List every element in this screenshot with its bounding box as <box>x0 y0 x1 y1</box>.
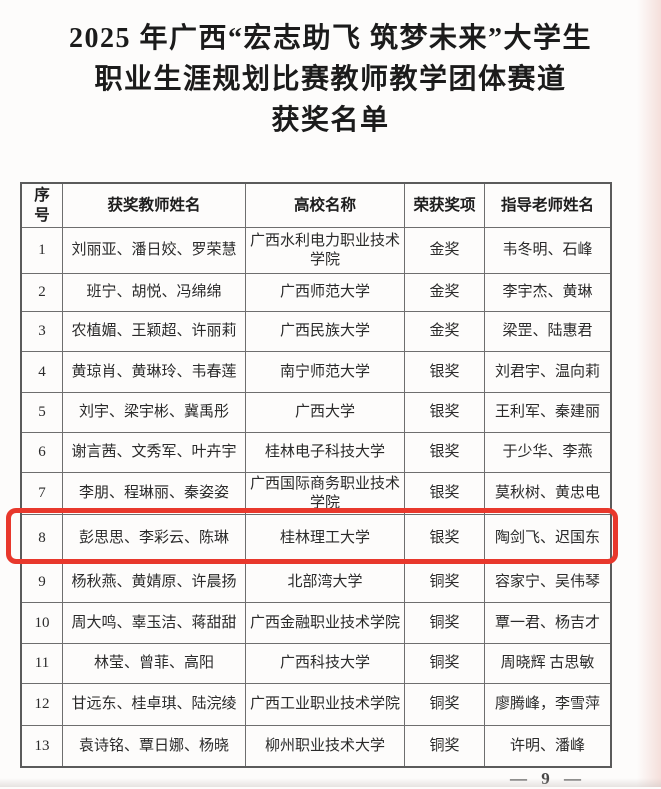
row-5-serial: 5 <box>22 393 63 433</box>
row-9-teachers: 杨秋燕、黄婧原、许晨扬 <box>63 563 246 603</box>
row-8-award: 银奖 <box>405 515 485 563</box>
row-12-teachers: 甘远东、桂卓琪、陆浣绫 <box>63 684 246 726</box>
title-line-1: 2025 年广西“宏志助飞 筑梦未来”大学生 <box>68 23 592 54</box>
row-2-teachers: 班宁、胡悦、冯绵绵 <box>63 274 246 312</box>
row-11-school: 广西科技大学 <box>246 644 405 684</box>
row-13-award: 铜奖 <box>405 726 485 766</box>
row-8-teachers: 彭思思、李彩云、陈琳 <box>63 515 246 563</box>
row-1-advisors: 韦冬明、石峰 <box>485 228 610 274</box>
row-1-school: 广西水利电力职业技术学院 <box>246 228 405 274</box>
row-5-school: 广西大学 <box>246 393 405 433</box>
row-7-teachers: 李朋、程琳丽、秦姿姿 <box>63 473 246 515</box>
row-11-award: 铜奖 <box>405 644 485 684</box>
row-3-school: 广西民族大学 <box>246 312 405 352</box>
header-award-level: 荣获奖项 <box>405 184 485 228</box>
row-5-advisors: 王利军、秦建丽 <box>485 393 610 433</box>
row-2-school: 广西师范大学 <box>246 274 405 312</box>
row-1-award: 金奖 <box>405 228 485 274</box>
row-11-serial: 11 <box>22 644 63 684</box>
document-title: 2025 年广西“宏志助飞 筑梦未来”大学生 职业生涯规划比赛教师教学团体赛道 … <box>0 18 661 141</box>
row-13-school: 柳州职业技术大学 <box>246 726 405 766</box>
title-line-2: 职业生涯规划比赛教师教学团体赛道 <box>94 64 567 95</box>
row-7-serial: 7 <box>22 473 63 515</box>
row-3-teachers: 农植媚、王颖超、许丽莉 <box>63 312 246 352</box>
row-6-serial: 6 <box>22 433 63 473</box>
row-8-serial: 8 <box>22 515 63 563</box>
row-8-advisors: 陶剑飞、迟国东 <box>485 515 610 563</box>
row-10-serial: 10 <box>22 603 63 644</box>
row-4-advisors: 刘君宇、温向莉 <box>485 352 610 393</box>
header-university-name: 高校名称 <box>246 184 405 228</box>
row-6-award: 银奖 <box>405 433 485 473</box>
page-number: — 9 — <box>510 769 586 788</box>
row-3-serial: 3 <box>22 312 63 352</box>
row-6-advisors: 于少华、李燕 <box>485 433 610 473</box>
row-7-school: 广西国际商务职业技术学院 <box>246 473 405 515</box>
row-4-school: 南宁师范大学 <box>246 352 405 393</box>
row-9-award: 铜奖 <box>405 563 485 603</box>
row-10-award: 铜奖 <box>405 603 485 644</box>
row-3-advisors: 梁罡、陆惠君 <box>485 312 610 352</box>
row-8-school: 桂林理工大学 <box>246 515 405 563</box>
row-13-advisors: 许明、潘峰 <box>509 737 585 754</box>
row-13-teachers: 袁诗铭、覃日娜、杨晓 <box>63 726 246 766</box>
awards-table: 序 号 获奖教师姓名 高校名称 荣获奖项 指导老师姓名 1 刘丽亚、潘日姣、罗荣… <box>20 182 612 768</box>
row-5-award: 银奖 <box>405 393 485 433</box>
row-10-advisors: 覃一君、杨吉才 <box>485 603 610 644</box>
row-1-teachers: 刘丽亚、潘日姣、罗荣慧 <box>63 228 246 274</box>
row-7-award: 银奖 <box>405 473 485 515</box>
header-advisor-names: 指导老师姓名 <box>485 184 610 228</box>
row-13-serial: 13 <box>22 726 63 766</box>
row-12-advisors: 廖腾峰，李雪萍 <box>485 684 610 726</box>
row-7-advisors: 莫秋树、黄忠电 <box>485 473 610 515</box>
row-2-award: 金奖 <box>405 274 485 312</box>
row-12-award: 铜奖 <box>405 684 485 726</box>
row-10-teachers: 周大鸣、辜玉洁、蒋甜甜 <box>63 603 246 644</box>
row-5-teachers: 刘宇、梁宇彬、冀禹彤 <box>63 393 246 433</box>
row-1-serial: 1 <box>22 228 63 274</box>
row-2-serial: 2 <box>22 274 63 312</box>
row-2-advisors: 李宇杰、黄琳 <box>485 274 610 312</box>
row-10-school: 广西金融职业技术学院 <box>246 603 405 644</box>
row-3-award: 金奖 <box>405 312 485 352</box>
row-6-teachers: 谢言茜、文秀军、叶卉宇 <box>63 433 246 473</box>
row-9-school: 北部湾大学 <box>246 563 405 603</box>
row-11-teachers: 林莹、曾菲、高阳 <box>63 644 246 684</box>
row-9-advisors: 容家宁、吴伟琴 <box>485 563 610 603</box>
row-12-school: 广西工业职业技术学院 <box>246 684 405 726</box>
title-line-3: 获奖名单 <box>271 105 390 136</box>
header-serial-number: 序 号 <box>22 184 63 228</box>
header-awarded-teachers: 获奖教师姓名 <box>63 184 246 228</box>
row-4-serial: 4 <box>22 352 63 393</box>
row-4-award: 银奖 <box>405 352 485 393</box>
row-12-serial: 12 <box>22 684 63 726</box>
row-11-advisors: 周晓辉 古思敏 <box>485 644 610 684</box>
row-6-school: 桂林电子科技大学 <box>246 433 405 473</box>
row-4-teachers: 黄琼肖、黄琳玲、韦春莲 <box>63 352 246 393</box>
row-9-serial: 9 <box>22 563 63 603</box>
